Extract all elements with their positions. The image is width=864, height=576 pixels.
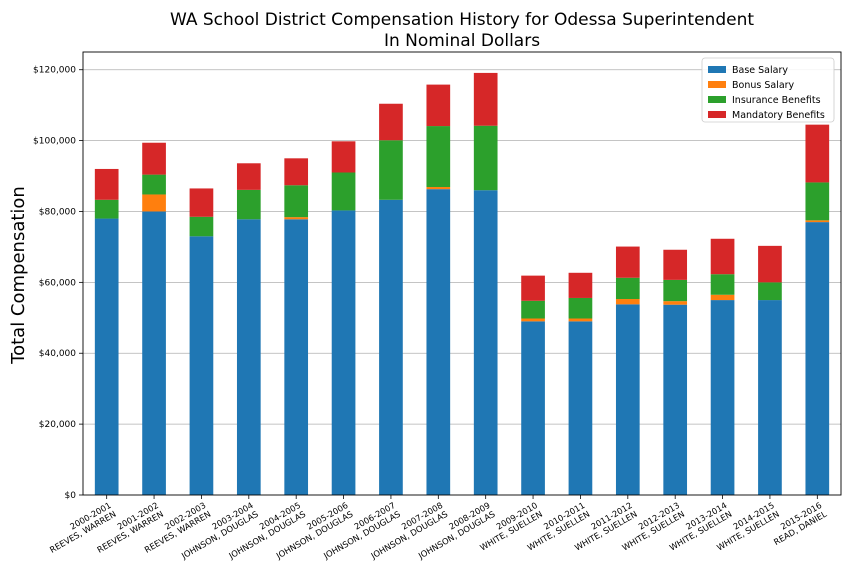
bar-base-salary-7 [426,189,451,495]
bar-insurance-benefits-0 [94,199,119,219]
bar-bonus-salary-9 [521,318,545,322]
legend-box [701,57,835,123]
legend: Base Salary Bonus Salary Insurance Benefit… [701,57,835,123]
bar-bonus-salary-15 [805,220,830,223]
bar-mandatory-benefits-1 [142,142,166,175]
bar-insurance-benefits-9 [521,300,545,319]
bar-insurance-benefits-5 [331,172,356,211]
bar-base-salary-14 [758,300,782,495]
bar-base-salary-10 [568,321,593,495]
bar-mandatory-benefits-2 [189,188,214,217]
legend-label: Mandatory Benefits [732,110,825,121]
bar-insurance-benefits-3 [236,189,261,220]
bar-base-salary-12 [663,304,688,495]
chart-title: WA School District Compensation History … [170,10,754,30]
bar-base-salary-4 [284,219,309,495]
legend-swatch [708,66,726,73]
bars [94,72,830,496]
legend-label: Insurance Benefits [732,95,821,106]
bar-mandatory-benefits-0 [94,168,119,200]
bar-base-salary-11 [615,304,640,495]
bar-bonus-salary-11 [615,299,640,305]
bar-mandatory-benefits-8 [473,72,498,126]
bar-insurance-benefits-14 [758,282,782,301]
bar-insurance-benefits-15 [805,182,830,221]
bar-bonus-salary-1 [142,194,166,212]
bar-mandatory-benefits-13 [710,238,735,275]
bar-mandatory-benefits-7 [426,84,451,127]
bar-base-salary-9 [521,321,545,495]
bar-mandatory-benefits-9 [521,275,545,301]
bar-bonus-salary-7 [426,187,451,190]
bar-mandatory-benefits-6 [379,103,403,141]
plot-frame [82,51,842,496]
legend-swatch [708,96,726,103]
legend-swatch [708,111,726,118]
bar-insurance-benefits-2 [189,216,214,237]
bar-mandatory-benefits-10 [568,272,593,298]
y-tick-label: $80,000 [39,207,76,217]
bar-mandatory-benefits-3 [236,163,261,190]
legend-label: Base Salary [732,65,788,76]
bar-base-salary-2 [189,236,214,495]
y-tick-label: $40,000 [39,349,76,359]
bar-bonus-salary-13 [710,294,735,301]
bar-insurance-benefits-7 [426,126,451,188]
bar-base-salary-15 [805,222,830,495]
chart-subtitle: In Nominal Dollars [384,31,540,51]
bar-insurance-benefits-13 [710,274,735,295]
bar-base-salary-6 [379,199,403,496]
bar-base-salary-3 [236,219,261,495]
bar-base-salary-0 [94,218,119,495]
bar-insurance-benefits-1 [142,174,166,195]
bar-mandatory-benefits-15 [805,124,830,183]
bar-insurance-benefits-8 [473,125,498,191]
bar-insurance-benefits-10 [568,297,593,319]
bar-insurance-benefits-4 [284,185,309,218]
bar-mandatory-benefits-11 [615,246,640,278]
bar-mandatory-benefits-4 [284,158,309,186]
y-axis-label: Total Compensation [8,186,29,365]
bar-mandatory-benefits-5 [331,141,356,173]
y-tick-label: $0 [65,491,77,501]
bar-bonus-salary-12 [663,301,688,305]
bar-bonus-salary-10 [568,318,593,322]
bar-base-salary-5 [331,210,356,495]
y-tick-label: $60,000 [39,278,76,288]
bar-base-salary-13 [710,300,735,495]
bar-insurance-benefits-6 [379,140,403,200]
bar-bonus-salary-4 [284,217,309,220]
y-tick-label: $20,000 [39,420,76,430]
y-tick-label: $120,000 [33,66,76,76]
bar-insurance-benefits-12 [663,279,688,302]
y-tick-label: $100,000 [33,137,76,147]
bar-base-salary-1 [142,211,166,496]
bar-mandatory-benefits-14 [758,245,782,283]
legend-label: Bonus Salary [732,80,795,91]
bar-mandatory-benefits-12 [663,249,688,280]
legend-swatch [708,81,726,88]
bar-base-salary-8 [473,190,498,495]
bar-insurance-benefits-11 [615,277,640,300]
